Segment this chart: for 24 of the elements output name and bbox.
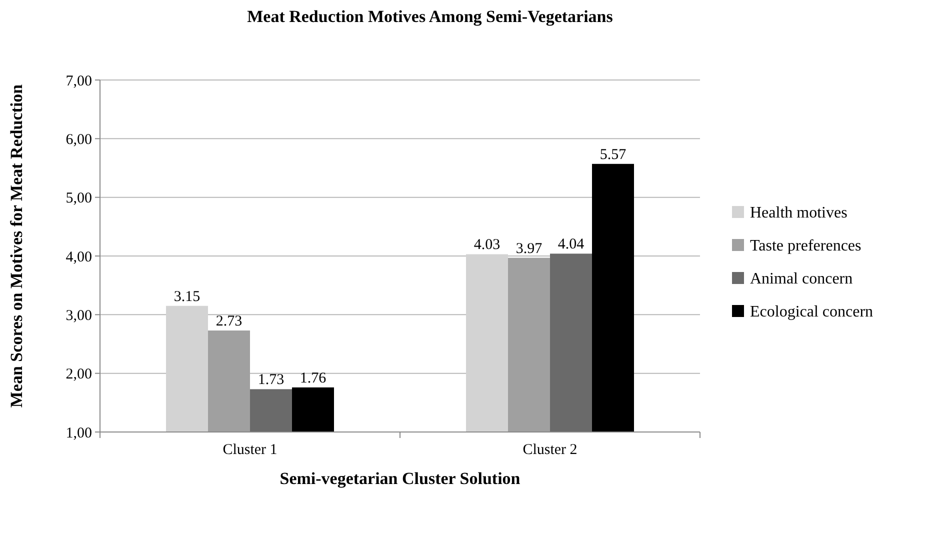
y-tick-label: 5,00 (66, 190, 92, 207)
legend-label: Health motives (750, 204, 848, 222)
legend-label: Taste preferences (750, 238, 862, 255)
y-tick-label: 6,00 (66, 132, 92, 148)
data-label: 3.97 (516, 240, 543, 257)
legend-label: Animal concern (750, 270, 853, 288)
data-label: 4.03 (474, 237, 500, 254)
x-tick-label: Cluster 2 (522, 442, 578, 458)
data-label: 1.76 (300, 370, 327, 386)
data-label: 2.73 (216, 314, 242, 330)
data-label: 1.73 (258, 372, 284, 388)
y-tick-label: 7,00 (66, 73, 92, 90)
data-label: 5.57 (600, 146, 627, 163)
chart-title: Meat Reduction Motives Among Semi-Vegetarians (247, 7, 614, 26)
data-label: 3.15 (174, 288, 200, 305)
y-tick-label: 1,00 (66, 425, 92, 442)
x-tick-label: Cluster 1 (222, 442, 278, 458)
data-label: 4.04 (558, 236, 585, 253)
legend-label: Ecological concern (750, 304, 874, 321)
y-tick-label: 3,00 (66, 308, 92, 324)
x-axis-title: Semi-vegetarian Cluster Solution (280, 469, 521, 488)
y-axis-title: Mean Scores on Motives for Meat Reduction (7, 84, 26, 408)
y-tick-label: 4,00 (66, 249, 92, 266)
y-tick-label: 2,00 (66, 366, 92, 383)
